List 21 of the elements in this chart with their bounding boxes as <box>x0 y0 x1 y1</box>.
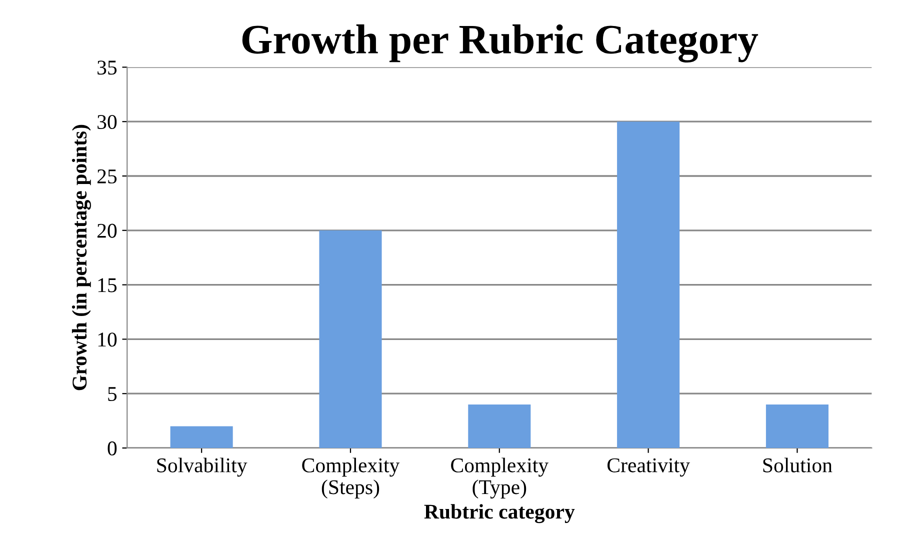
bar <box>170 426 233 448</box>
x-axis-title: Rubtric category <box>424 504 575 524</box>
y-tick-label: 5 <box>108 387 117 402</box>
bar <box>319 230 382 448</box>
x-tick-label: Creativity <box>608 458 690 477</box>
x-tick-label: Solvability <box>157 458 248 477</box>
y-tick-label: 35 <box>98 60 117 75</box>
x-tick-label: Solution <box>763 458 832 472</box>
y-tick-label: 15 <box>98 278 117 292</box>
y-tick-label: 25 <box>97 169 117 184</box>
y-axis-title: Growth (in percentage points) <box>72 124 92 390</box>
bar <box>766 404 828 448</box>
chart-title: Growth per Rubric Category <box>242 24 758 63</box>
x-tick-label: Complexity (Type) <box>451 458 549 499</box>
bar <box>468 404 531 448</box>
y-tick-label: 10 <box>98 332 117 347</box>
bar <box>617 122 680 448</box>
x-tick-label: Complexity (Steps) <box>302 458 400 498</box>
y-tick-label: 30 <box>98 114 117 130</box>
y-tick-label: 0 <box>108 441 117 456</box>
y-tick-label: 20 <box>97 224 117 238</box>
